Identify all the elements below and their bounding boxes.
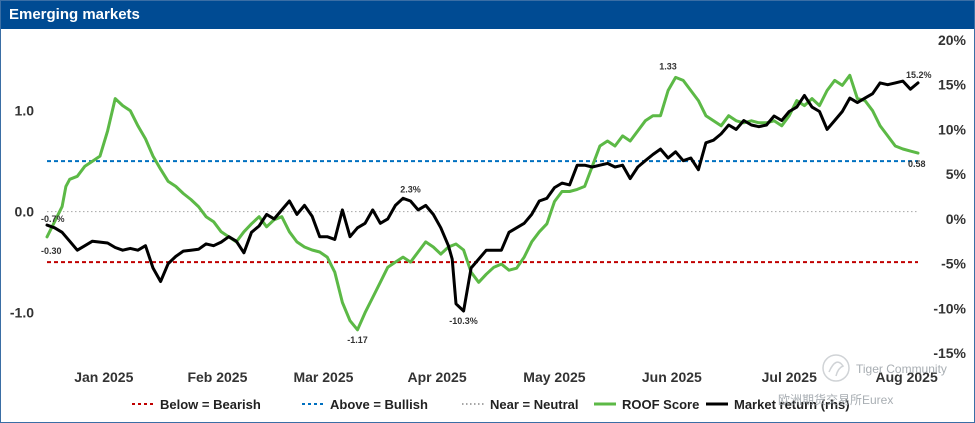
right-axis-tick-label: 0% (946, 211, 967, 227)
annotations: -0.30 -0.7% 0.58 15.2% -1.17 1.33 2.3% -10.3% (41, 61, 932, 344)
watermark-logo-mark (828, 361, 845, 377)
reference-lines (47, 160, 918, 264)
legend-label-1: Above = Bullish (330, 397, 428, 412)
market-annotation: -10.3% (449, 316, 478, 326)
legend-label-4: Market return (rhs) (734, 397, 850, 412)
x-axis-month-label: May 2025 (523, 369, 585, 385)
x-axis-month-label: Aug 2025 (876, 369, 938, 385)
x-axis-month-label: Jan 2025 (74, 369, 133, 385)
right-axis-tick-label: -5% (941, 256, 966, 272)
legend: Below = Bearish Above = Bullish Near = Neu… (132, 397, 850, 412)
right-axis-tick-label: -10% (933, 300, 966, 316)
x-axis-month-label: Jun 2025 (642, 369, 702, 385)
x-axis-month-label: Feb 2025 (187, 369, 247, 385)
watermark: Tiger Community 欧洲期货交易所Eurex (778, 354, 947, 407)
market-annotation: 2.3% (400, 184, 421, 194)
left-axis-tick-label: -1.0 (10, 305, 34, 321)
title-bar: Emerging markets (1, 1, 974, 29)
x-axis-month-label: Jul 2025 (762, 369, 817, 385)
legend-label-0: Below = Bearish (160, 397, 261, 412)
watermark-logo-icon (822, 354, 850, 382)
roof-annotation: -1.17 (347, 335, 368, 345)
roof-start-label: -0.30 (41, 246, 62, 256)
watermark-line2: 欧洲期货交易所Eurex (778, 392, 893, 407)
legend-label-3: ROOF Score (622, 397, 699, 412)
left-axis-tick-label: 1.0 (15, 103, 35, 119)
series-lines (45, 73, 920, 332)
axes: 1.0 0.0 -1.0 20% 15% 10% 5% 0% -5% -10% -15% Jan 20… (10, 32, 967, 385)
roof-annotation: 1.33 (659, 61, 677, 71)
chart-title: Emerging markets (9, 6, 140, 23)
market-end-label: 15.2% (906, 70, 932, 80)
right-axis-tick-label: -15% (933, 345, 966, 361)
right-axis-tick-label: 10% (938, 121, 967, 137)
x-axis-month-label: Mar 2025 (293, 369, 353, 385)
right-axis-tick-label: 5% (946, 166, 967, 182)
roof-end-label: 0.58 (908, 159, 926, 169)
legend-label-2: Near = Neutral (490, 397, 579, 412)
series-line-0 (45, 73, 920, 332)
left-axis-tick-label: 0.0 (15, 204, 35, 220)
right-axis-tick-label: 15% (938, 77, 967, 93)
x-axis-month-label: Apr 2025 (407, 369, 466, 385)
right-axis-tick-label: 20% (938, 32, 967, 48)
watermark-line1: Tiger Community (856, 362, 947, 376)
series-line-1 (45, 79, 920, 313)
market-start-label: -0.7% (41, 214, 65, 224)
